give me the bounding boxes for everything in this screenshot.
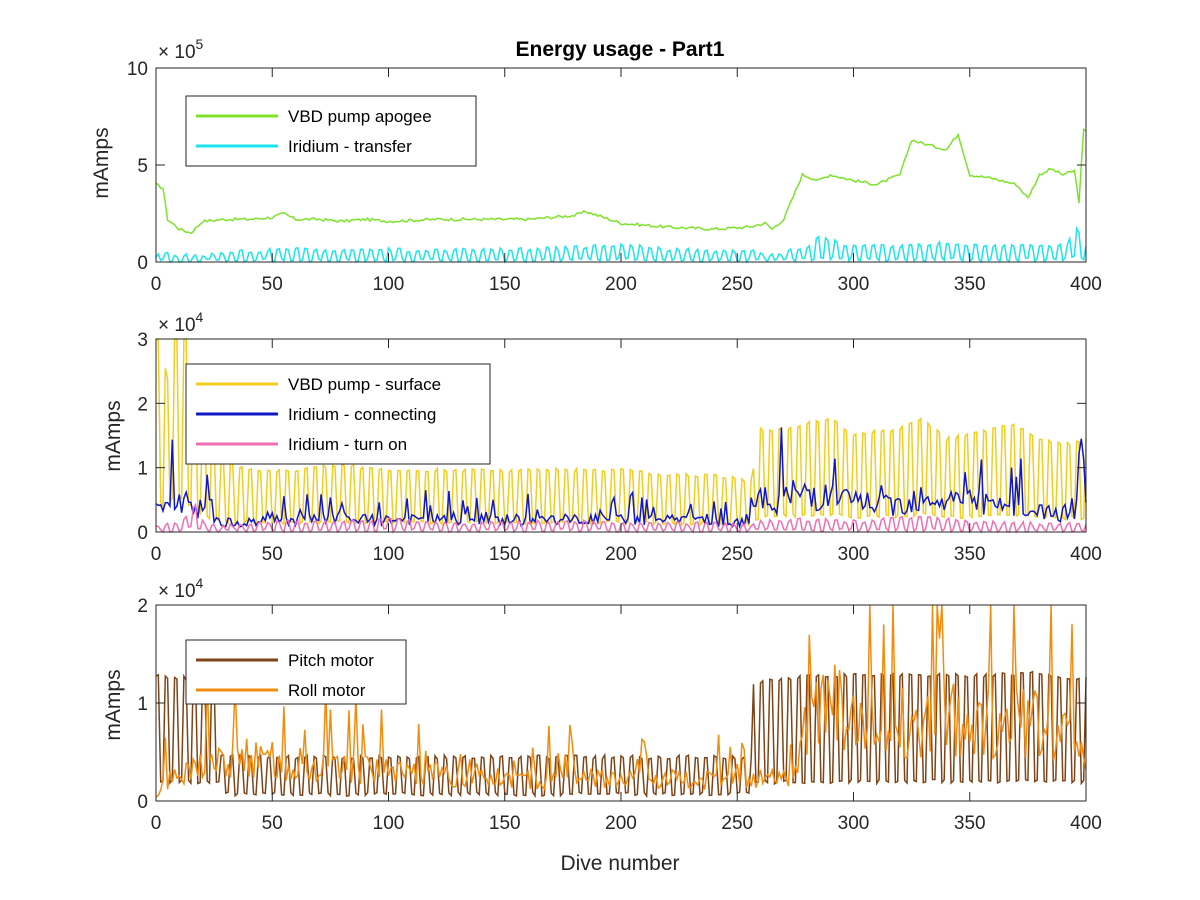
x-axis-label: Dive number <box>560 852 679 875</box>
x-tick-label: 150 <box>489 813 521 834</box>
y-tick-label: 0 <box>137 253 148 274</box>
legend: VBD pump - surface Iridium - connecting Ir… <box>185 363 491 465</box>
x-tick-label: 200 <box>605 274 637 295</box>
x-tick-label: 350 <box>954 274 986 295</box>
x-tick-label: 50 <box>262 813 283 834</box>
y-axis-label: mAmps <box>90 127 113 198</box>
x-tick-label: 0 <box>151 274 162 295</box>
x-tick-label: 400 <box>1070 274 1102 295</box>
x-tick-label: 100 <box>373 813 405 834</box>
legend-entry-label: Pitch motor <box>288 651 374 670</box>
series-line-2 <box>155 427 1087 530</box>
x-tick-label: 250 <box>721 813 753 834</box>
x-tick-label: 250 <box>721 274 753 295</box>
legend-box <box>185 95 477 167</box>
y-tick-label: 1 <box>137 459 148 480</box>
x-tick-label: 350 <box>954 544 986 565</box>
x-axis: 0 50 100 150 200 250 300 350 400 <box>151 605 1102 834</box>
legend-box <box>185 639 407 705</box>
x-tick-label: 100 <box>373 274 405 295</box>
y-axis-label: mAmps <box>102 400 125 471</box>
y-axis: 0 1 2 <box>137 596 1086 813</box>
series-layer <box>155 604 1087 799</box>
y-axis: 0 1 2 3 <box>137 330 1086 544</box>
legend-entry-label: Iridium - transfer <box>288 137 412 156</box>
x-tick-label: 250 <box>721 544 753 565</box>
y-axis: 0 5 10 <box>127 59 1086 274</box>
y-tick-label: 10 <box>127 59 148 80</box>
y-tick-label: 0 <box>137 792 148 813</box>
series-line-2 <box>155 604 1087 798</box>
x-tick-label: 300 <box>838 813 870 834</box>
x-tick-label: 100 <box>373 544 405 565</box>
x-tick-label: 350 <box>954 813 986 834</box>
x-tick-label: 200 <box>605 813 637 834</box>
x-tick-label: 400 <box>1070 544 1102 565</box>
y-exponent-label: × 105 <box>158 36 204 63</box>
y-exponent-label: × 104 <box>158 309 204 336</box>
x-tick-label: 300 <box>838 274 870 295</box>
series-line-2 <box>155 225 1087 264</box>
x-tick-label: 150 <box>489 274 521 295</box>
x-tick-label: 50 <box>262 274 283 295</box>
series-line-1 <box>156 338 1087 528</box>
x-tick-label: 0 <box>151 813 162 834</box>
legend-entry-label: VBD pump apogee <box>288 107 432 126</box>
x-axis: 0 50 100 150 200 250 300 350 400 <box>151 68 1102 295</box>
y-tick-label: 2 <box>137 394 148 415</box>
legend-entry-label: Iridium - turn on <box>288 435 407 454</box>
legend-entry-label: Roll motor <box>288 681 366 700</box>
y-tick-label: 1 <box>137 694 148 715</box>
y-tick-label: 0 <box>137 523 148 544</box>
panel-3-pitch-roll-motor: × 104 0 50 100 150 200 250 300 350 400 0 1 2 mAmps… <box>102 575 1102 875</box>
legend: VBD pump apogee Iridium - transfer <box>185 95 477 167</box>
legend-entry-label: Iridium - connecting <box>288 405 436 424</box>
legend: Pitch motor Roll motor <box>185 639 407 705</box>
x-tick-label: 50 <box>262 544 283 565</box>
y-axis-label: mAmps <box>102 669 125 740</box>
legend-entry-label: VBD pump - surface <box>288 375 441 394</box>
series-layer <box>155 128 1087 264</box>
x-tick-label: 400 <box>1070 813 1102 834</box>
y-tick-label: 5 <box>137 156 148 177</box>
x-tick-label: 150 <box>489 544 521 565</box>
x-tick-label: 200 <box>605 544 637 565</box>
panel-2-vbd-surface-iridium: × 104 0 50 100 150 200 250 300 350 400 0 1 2 3 mAmp… <box>102 309 1102 565</box>
x-tick-label: 0 <box>151 544 162 565</box>
y-exponent-label: × 104 <box>158 575 204 602</box>
chart-title: Energy usage - Part1 <box>516 38 725 61</box>
series-line-1 <box>155 128 1087 235</box>
x-axis: 0 50 100 150 200 250 300 350 400 <box>151 339 1102 565</box>
panel-1-vbd-apogee-iridium-transfer: Energy usage - Part1 × 105 0 50 100 150 200 2… <box>90 36 1102 295</box>
y-tick-label: 3 <box>137 330 148 351</box>
x-tick-label: 300 <box>838 544 870 565</box>
y-tick-label: 2 <box>137 596 148 617</box>
